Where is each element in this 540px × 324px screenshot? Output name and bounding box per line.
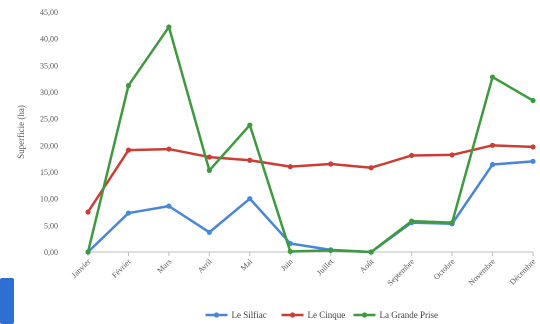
data-point (489, 161, 496, 168)
data-point (409, 152, 415, 159)
side-accent-block (0, 278, 14, 324)
x-tick-label: Juillet (315, 257, 336, 278)
data-point (530, 144, 536, 150)
series-line (87, 160, 534, 254)
data-point (125, 147, 132, 153)
legend-label: Le Silfiac (232, 310, 267, 320)
data-point (166, 203, 172, 209)
data-point (287, 164, 293, 170)
data-point (166, 24, 172, 30)
data-point (409, 218, 415, 224)
data-point (530, 97, 536, 104)
legend-label: Le Cinque (308, 310, 346, 320)
x-tick-label: Avril (196, 257, 214, 275)
y-tick-label: 10,00 (40, 195, 58, 204)
legend-label: La Grande Prise (380, 310, 438, 320)
series-line (86, 25, 534, 254)
x-tick-label: Septembre (385, 257, 416, 288)
y-tick-label: 15,00 (40, 168, 58, 177)
x-tick-label: Mai (239, 257, 255, 273)
y-tick-label: 0,00 (44, 248, 58, 257)
y-tick-label: 25,00 (40, 115, 58, 124)
legend-marker (213, 312, 220, 318)
data-point (368, 165, 374, 171)
series-lines (85, 24, 536, 255)
data-point (85, 209, 91, 215)
x-tick-label: Octobre (432, 257, 457, 282)
data-point (328, 161, 334, 167)
x-tick-label: Décembre (508, 257, 538, 287)
data-point (166, 146, 172, 152)
data-point (206, 229, 212, 235)
x-tick-label: Mars (155, 257, 173, 275)
data-point (85, 249, 91, 255)
data-point (328, 247, 334, 253)
y-tick-label: 35,00 (40, 61, 58, 70)
data-point (125, 210, 132, 216)
data-point (247, 196, 253, 202)
data-point (489, 142, 496, 148)
data-point (206, 167, 212, 173)
y-axis: 0,00 5,00 10,00 15,00 20,00 25,00 30,00 35,00 40… (40, 8, 58, 257)
x-tick-label: Février (110, 257, 133, 280)
y-tick-label: 40,00 (40, 35, 58, 44)
data-point (489, 74, 496, 80)
data-point (247, 157, 253, 163)
data-point (530, 158, 536, 164)
legend: Le Silfiac Le Cinque La Grande Prise (205, 310, 438, 320)
data-point (125, 83, 132, 89)
x-tick-label: Juin (279, 257, 295, 273)
x-tick-label: Novembre (467, 257, 498, 288)
data-point (449, 220, 455, 226)
x-tick-label: Août (358, 257, 376, 275)
y-tick-label: 45,00 (40, 8, 58, 17)
data-point (287, 248, 293, 255)
legend-marker (361, 312, 368, 318)
x-tick-label: Janvier (70, 257, 93, 280)
y-axis-title: Superficie (ha) (16, 105, 26, 159)
legend-marker (289, 312, 296, 318)
y-tick-label: 20,00 (40, 141, 58, 150)
series-line (86, 144, 534, 213)
x-axis: Janvier Février Mars Avril Mai Juin Juillet Aoû… (70, 251, 538, 288)
y-tick-label: 30,00 (40, 88, 58, 97)
data-point (368, 249, 374, 255)
data-point (247, 122, 253, 128)
data-point (449, 152, 455, 158)
y-tick-label: 5,00 (44, 221, 58, 230)
data-point (206, 154, 212, 160)
